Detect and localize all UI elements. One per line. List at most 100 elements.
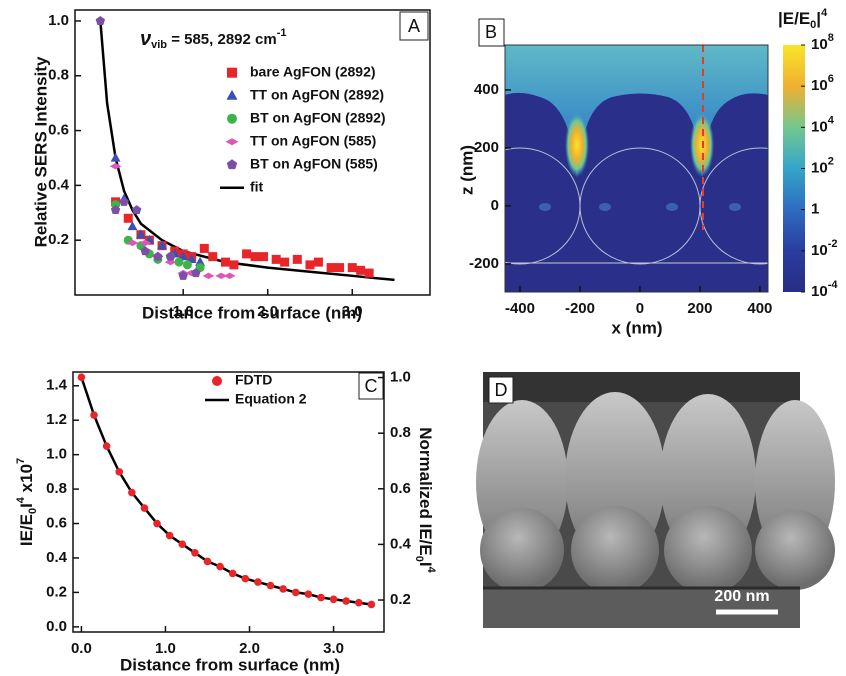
y-tick-label: 0.8 — [48, 67, 69, 84]
y-axis-title: z (nm) — [457, 145, 476, 195]
colorbar-title: |E/E0|4 — [778, 7, 828, 31]
y-title-sub: 0 — [27, 508, 39, 514]
y-tick-label: 1.0 — [46, 446, 67, 463]
marker-circle — [329, 595, 338, 604]
plot-frame — [504, 44, 769, 293]
marker-square — [280, 257, 290, 267]
panel-label: A — [408, 16, 420, 36]
marker-square — [242, 249, 252, 259]
marker-square — [326, 263, 336, 273]
marker-diamond — [202, 272, 215, 279]
marker-circle — [317, 593, 325, 602]
y-title-part: x10 — [17, 464, 36, 497]
marker-square — [227, 67, 237, 78]
colorbar-tick-exp: 8 — [828, 32, 834, 44]
marker-diamond — [126, 239, 139, 247]
x-tick-label: 2.0 — [257, 303, 278, 320]
marker-pentagon — [153, 251, 163, 261]
legend-label: fit — [250, 178, 264, 194]
colorbar-title-bar: | — [816, 9, 821, 28]
marker-pentagon — [110, 205, 121, 215]
marker-circle — [254, 578, 262, 586]
y-tick-label: 0 — [491, 197, 499, 214]
marker-pentagon — [178, 270, 188, 280]
colorbar-tick-exp: 6 — [828, 73, 834, 85]
y-tick-label: 1.2 — [46, 411, 67, 428]
y2-tick-label: 0.4 — [390, 535, 412, 552]
x-tick-label: -200 — [565, 300, 595, 317]
marker-pentagon — [226, 159, 238, 170]
marker-square — [258, 252, 268, 262]
y2-tick-label: 0.6 — [390, 480, 411, 497]
y-tick-label: 1.4 — [46, 377, 68, 394]
marker-circle — [77, 373, 86, 381]
colorbar-tick-label: 1 — [811, 201, 819, 218]
panel-label-box — [478, 18, 505, 47]
colorbar-tick-label: 104 — [811, 114, 835, 135]
colorbar-tick-label: 10-4 — [811, 279, 838, 300]
colorbar-tick-base: 10 — [811, 77, 828, 94]
marker-circle — [227, 113, 237, 124]
colorbar-title-text: |E/E — [778, 9, 810, 28]
y-axis-title: IE/E0I4 x107 — [15, 458, 39, 546]
colorbar — [783, 45, 805, 292]
colorbar-title-sub: 0 — [810, 19, 816, 31]
marker-circle — [128, 488, 136, 497]
colorbar-tick-label: 108 — [811, 32, 834, 53]
marker-circle — [203, 557, 212, 566]
colorbar-tick-base: 10 — [811, 242, 828, 259]
marker-circle — [216, 562, 224, 571]
marker-circle — [102, 442, 111, 450]
panel-label: C — [365, 376, 378, 396]
x-tick-label: 0.0 — [71, 640, 92, 657]
colorbar-title-sup: 4 — [821, 7, 828, 19]
marker-triangle — [226, 89, 238, 100]
marker-circle — [266, 581, 275, 590]
x-axis-title: Distance from surface (nm) — [120, 655, 340, 674]
marker-circle — [342, 597, 350, 605]
x-tick-label: 2.0 — [239, 640, 260, 657]
marker-circle — [140, 504, 149, 512]
marker-triangle — [195, 256, 206, 266]
legend-label: Equation 2 — [235, 391, 307, 407]
marker-pentagon — [165, 251, 176, 261]
plot-frame — [74, 9, 431, 296]
marker-square — [364, 268, 374, 278]
marker-diamond — [139, 239, 152, 247]
x-axis-title: x (nm) — [612, 318, 663, 337]
legend-label: bare AgFON (2892) — [250, 63, 376, 79]
marker-circle — [241, 574, 250, 583]
y-tick-label: 0.0 — [46, 618, 67, 635]
y-axis-title: Relative SERS Intensity — [31, 56, 50, 247]
y-tick-label: 0.6 — [46, 514, 67, 531]
y2-axis-title: Normalized IE/E0I4 — [413, 427, 437, 573]
legend-label: TT on AgFON (585) — [250, 132, 376, 148]
x-tick-label: 400 — [747, 300, 772, 317]
y-title-sup: 4 — [15, 496, 27, 503]
y-tick-label: 0.2 — [46, 583, 67, 600]
marker-circle — [291, 588, 300, 597]
marker-square — [347, 263, 357, 273]
marker-circle — [182, 260, 192, 270]
y2-tick-label: 0.2 — [390, 591, 411, 608]
marker-circle — [178, 540, 187, 548]
colorbar-tick-base: 1 — [811, 201, 819, 218]
marker-square — [335, 263, 345, 273]
marker-circle — [174, 257, 184, 267]
x-tick-label: -400 — [505, 300, 535, 317]
marker-square — [292, 254, 302, 264]
annotation-text: = 585, 2892 cm — [167, 31, 277, 48]
y-tick-label: 0.2 — [48, 231, 69, 248]
marker-circle — [115, 468, 124, 476]
annotation-sup: -1 — [277, 27, 287, 39]
marker-diamond — [223, 272, 236, 279]
marker-pentagon — [191, 268, 201, 278]
y2-title-part: I — [416, 562, 435, 567]
legend-label: BT on AgFON (585) — [250, 155, 378, 171]
scale-bar-label: 200 nm — [714, 588, 769, 605]
colorbar-tick-base: 10 — [811, 159, 828, 176]
marker-square — [271, 254, 281, 264]
colorbar-tick-base: 10 — [811, 36, 828, 53]
y2-tick-label: 0.8 — [390, 424, 411, 441]
